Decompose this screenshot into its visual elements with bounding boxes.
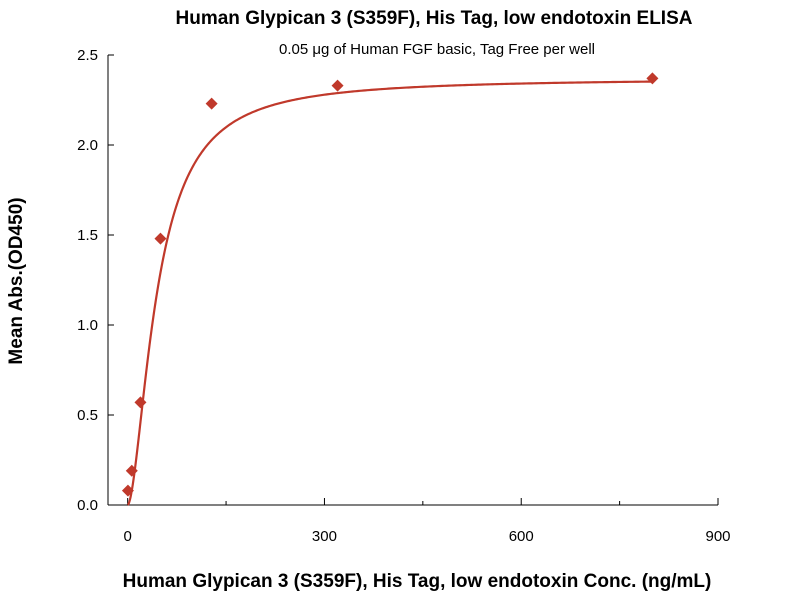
x-tick-label: 600	[509, 528, 534, 545]
data-points-layer	[121, 72, 659, 497]
chart-title: Human Glypican 3 (S359F), His Tag, low e…	[176, 8, 693, 29]
y-tick-label: 1.0	[77, 317, 98, 334]
x-tick-label: 300	[312, 528, 337, 545]
data-point	[134, 396, 147, 409]
y-tick-label: 0.5	[77, 407, 98, 424]
y-axis-title: Mean Abs.(OD450)	[6, 197, 27, 364]
x-tick-label: 0	[124, 528, 132, 545]
data-point	[154, 232, 167, 245]
y-tick-label: 2.0	[77, 137, 98, 154]
data-point	[121, 484, 134, 497]
y-tick-label: 0.0	[77, 497, 98, 514]
fit-curve-layer	[126, 80, 653, 506]
x-tick-label: 900	[705, 528, 730, 545]
y-ticks: 0.0 0.5 1.0 1.5 2.0 2.5	[77, 47, 114, 514]
data-point	[331, 79, 344, 92]
y-tick-label: 2.5	[77, 47, 98, 64]
axes	[107, 55, 718, 506]
data-point	[646, 72, 659, 85]
data-point	[205, 97, 218, 110]
y-tick-label: 1.5	[77, 227, 98, 244]
fit-curve	[126, 80, 653, 506]
chart-subtitle: 0.05 μg of Human FGF basic, Tag Free per…	[279, 41, 595, 58]
x-axis-title: Human Glypican 3 (S359F), His Tag, low e…	[123, 571, 712, 592]
x-ticks: 0 300 600 900	[124, 498, 731, 545]
data-point	[125, 464, 138, 477]
